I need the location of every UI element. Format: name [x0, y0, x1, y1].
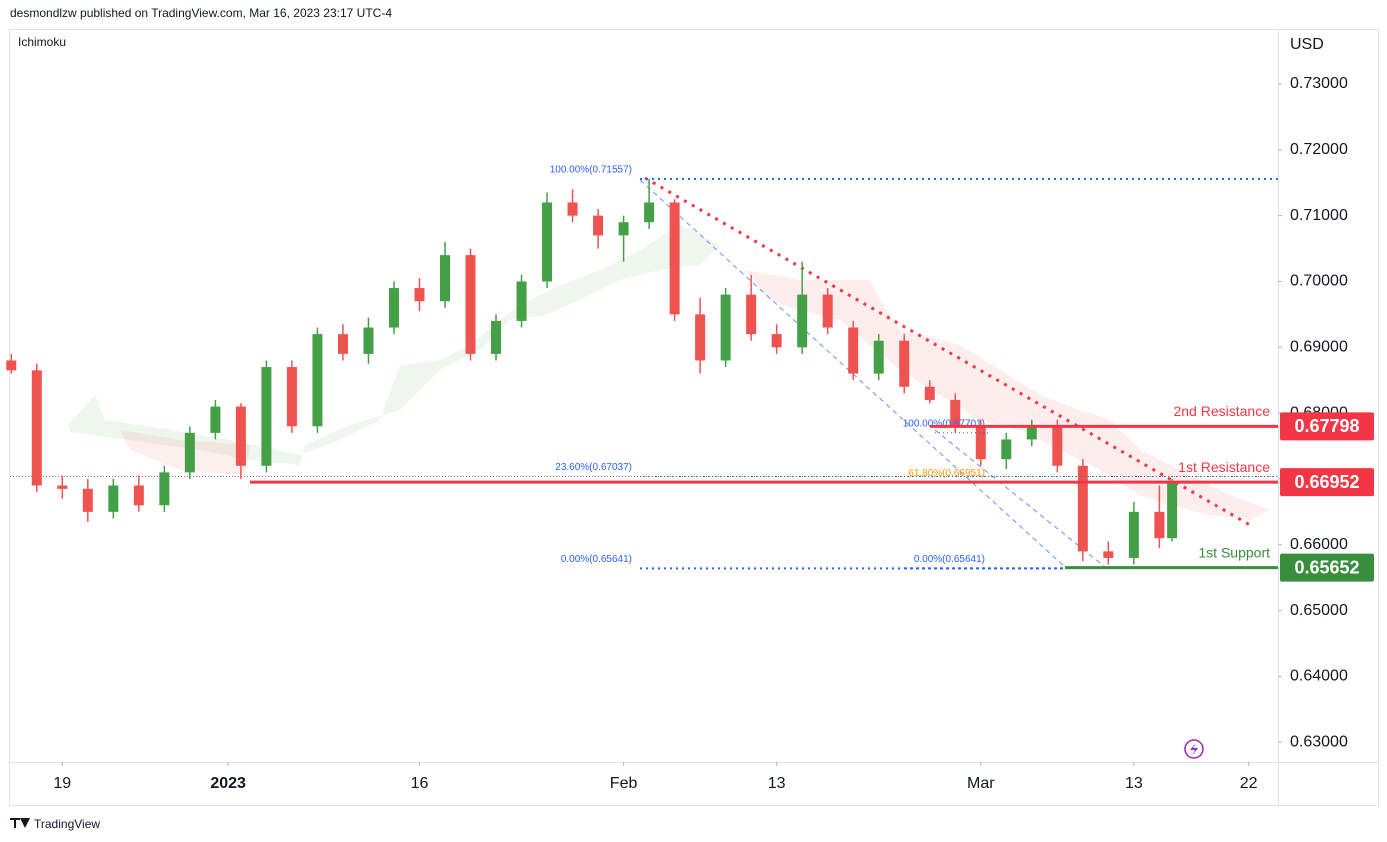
candle-body [133, 485, 144, 506]
fib-label: 100.00%(0.67701) [903, 418, 985, 429]
candle-body [312, 334, 323, 427]
candle-body [261, 367, 272, 466]
level-price-box [1280, 553, 1374, 582]
candle-body [644, 202, 655, 223]
x-tick-label: 2023 [210, 775, 246, 792]
candle-body [57, 485, 68, 489]
candle-body [797, 294, 808, 348]
candle-body [924, 386, 935, 400]
candle-body [388, 288, 399, 328]
level-price: 0.66952 [1294, 472, 1359, 492]
cloud-bullish [68, 225, 720, 465]
candle-body [1077, 465, 1088, 552]
candle-body [31, 370, 42, 486]
level-price: 0.65652 [1294, 557, 1359, 577]
fib-diagonal [639, 179, 1066, 568]
y-tick-label: 0.72000 [1290, 141, 1348, 158]
y-tick-label: 0.64000 [1290, 668, 1348, 685]
candle-body [873, 340, 884, 374]
candle-body [235, 406, 246, 466]
candle-body [593, 215, 604, 236]
candle-body [542, 202, 553, 282]
level-price-box [1280, 412, 1374, 441]
candle-body [286, 367, 297, 427]
frame [9, 29, 1379, 806]
candle-body [82, 488, 93, 512]
x-tick-label: 16 [411, 775, 429, 792]
x-tick-label: 13 [1125, 775, 1143, 792]
level-price: 0.67798 [1294, 416, 1359, 436]
candle-body [1026, 426, 1037, 440]
candle-body [108, 485, 119, 512]
level-name: 2nd Resistance [1173, 403, 1270, 419]
candle-body [414, 288, 425, 302]
alert-icon-bolt [1190, 743, 1198, 756]
logo [10, 818, 30, 828]
candle-body [822, 294, 833, 328]
candle-body [899, 340, 910, 387]
fib-label: 23.60%(0.67037) [555, 462, 632, 473]
candle-body [337, 334, 348, 354]
candle-body [184, 432, 195, 473]
y-tick-label: 0.71000 [1290, 207, 1348, 224]
footer: TradingView [34, 817, 100, 831]
candle-body [1001, 439, 1012, 460]
candle-body [771, 334, 782, 348]
candle-body [848, 327, 859, 374]
x-tick-label: 22 [1240, 775, 1258, 792]
candle-body [567, 202, 578, 216]
x-tick-label: Mar [967, 775, 995, 792]
candle-body [210, 406, 221, 433]
level-price-box [1280, 468, 1374, 497]
candle-body [6, 360, 17, 371]
candle-body [950, 399, 961, 427]
candle-body [363, 327, 374, 354]
candle-body [669, 202, 680, 315]
fib-diagonal [934, 429, 1106, 568]
cloud-bearish [745, 270, 1270, 520]
candle-body [746, 294, 757, 335]
y-axis-label: USD [1290, 36, 1324, 53]
fib-label: 100.00%(0.71557) [550, 165, 632, 176]
level-name: 1st Support [1198, 544, 1270, 560]
x-tick-label: 19 [53, 775, 71, 792]
candle-body [1103, 551, 1114, 558]
candle-body [1167, 482, 1178, 539]
y-tick-label: 0.63000 [1290, 733, 1348, 750]
candle-body [516, 281, 527, 321]
y-tick-label: 0.65000 [1290, 602, 1348, 619]
candle-body [975, 426, 986, 460]
fib-label: 61.80%(0.66951) [908, 468, 985, 479]
y-tick-label: 0.73000 [1290, 75, 1348, 92]
indicator-name: Ichimoku [18, 35, 66, 49]
candle-body [695, 314, 706, 361]
y-tick-label: 0.70000 [1290, 273, 1348, 290]
candle-body [1128, 511, 1139, 558]
candle-body [720, 294, 731, 361]
candle-body [439, 255, 450, 302]
candle-body [1154, 511, 1165, 539]
candle-body [618, 222, 629, 236]
y-tick-label: 0.69000 [1290, 339, 1348, 356]
fib-label: 0.00%(0.65641) [914, 554, 985, 565]
fib-label: 0.00%(0.65641) [561, 554, 632, 565]
candle-body [1052, 426, 1063, 466]
candle-body [159, 472, 170, 506]
candle-body [465, 255, 476, 354]
header: desmondlzw published on TradingView.com,… [10, 6, 392, 20]
x-tick-label: Feb [610, 775, 638, 792]
candle-body [491, 320, 502, 354]
level-name: 1st Resistance [1178, 459, 1270, 475]
x-tick-label: 13 [768, 775, 786, 792]
alert-icon[interactable] [1184, 739, 1204, 759]
y-tick-label: 0.66000 [1290, 536, 1348, 553]
